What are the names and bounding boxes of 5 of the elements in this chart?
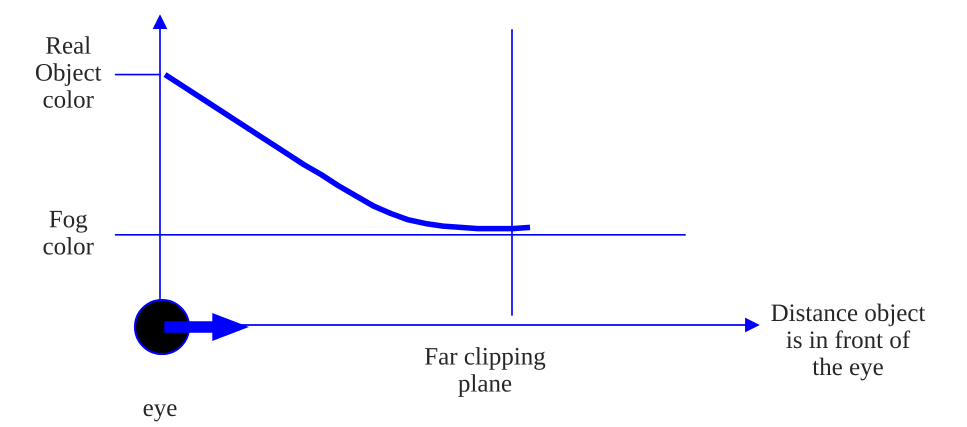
ref-line-label: Fog color [44,210,94,255]
text: Far clipping plane [424,347,546,397]
text: eye [144,404,176,422]
text: Distance object is in front of the eye [771,304,926,380]
ref-line-label: Real Object color [36,36,102,108]
